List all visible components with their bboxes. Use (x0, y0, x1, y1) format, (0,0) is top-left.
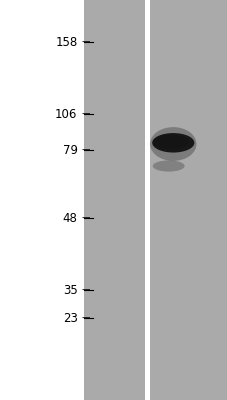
Text: 79: 79 (62, 144, 77, 156)
Text: —: — (82, 314, 90, 322)
Text: 106: 106 (55, 108, 77, 120)
Text: 35: 35 (62, 284, 77, 296)
Text: —: — (82, 38, 90, 46)
Text: —: — (82, 214, 90, 222)
FancyBboxPatch shape (150, 0, 227, 400)
Ellipse shape (149, 127, 196, 161)
Ellipse shape (152, 135, 188, 149)
Text: 23: 23 (62, 312, 77, 324)
Text: —: — (82, 146, 90, 154)
Text: —: — (82, 286, 90, 294)
FancyBboxPatch shape (144, 0, 150, 400)
Ellipse shape (152, 160, 184, 172)
FancyBboxPatch shape (84, 0, 144, 400)
Text: —: — (82, 110, 90, 118)
Ellipse shape (152, 133, 194, 152)
Text: 48: 48 (62, 212, 77, 224)
Text: 158: 158 (55, 36, 77, 48)
